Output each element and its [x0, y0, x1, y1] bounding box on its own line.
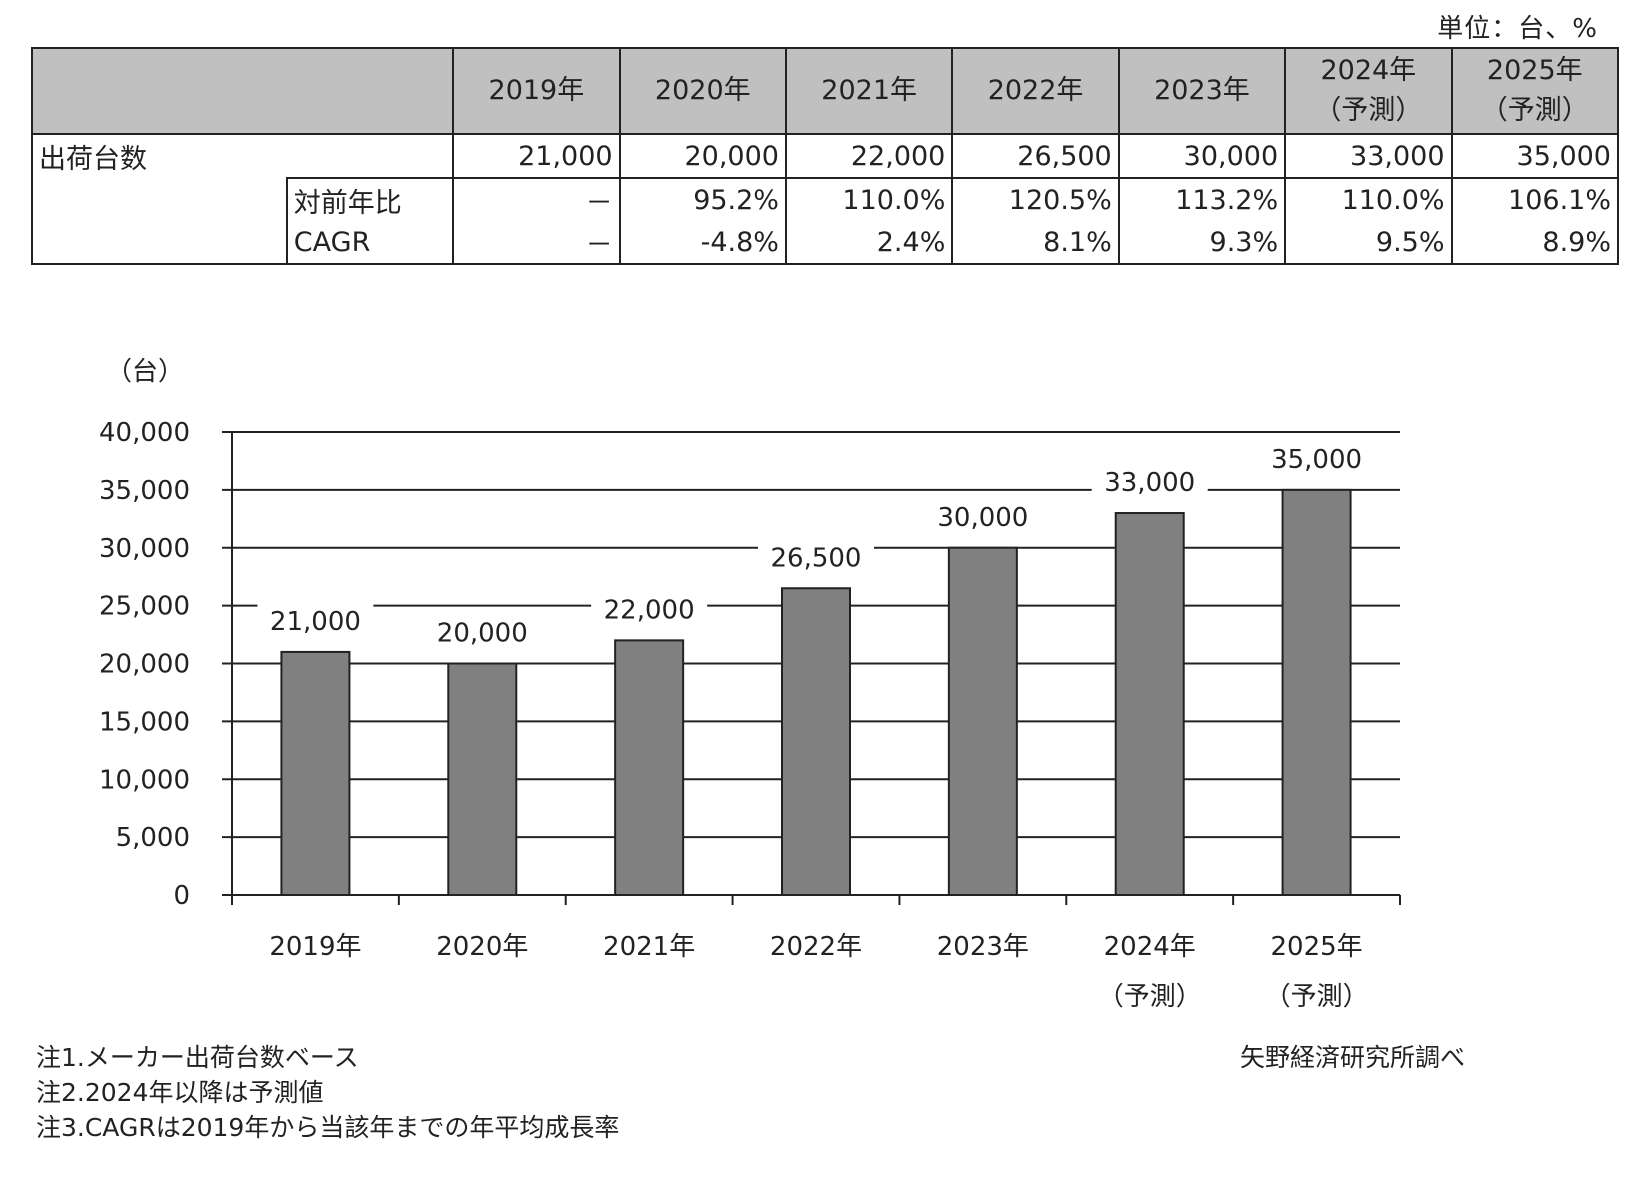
notes: 注1.メーカー出荷台数ベース 注2.2024年以降は予測値 注3.CAGRは20…	[36, 1040, 619, 1145]
data-table: 2019年 2020年 2021年 2022年 2023年 2024年 （予測） …	[30, 47, 1620, 265]
table-cell: 22,000	[784, 133, 954, 178]
table-cell: 30,000	[1117, 133, 1287, 178]
y-tick-label: 10,000	[99, 765, 190, 795]
x-tick-label: （予測）	[1098, 982, 1202, 1012]
table-cell: 95.2%	[618, 177, 787, 221]
y-tick-label: 25,000	[99, 592, 190, 622]
table-cell: 20,000	[618, 133, 787, 178]
note-1: 注1.メーカー出荷台数ベース	[36, 1043, 359, 1072]
bar	[280, 650, 351, 896]
table-corner-cell	[30, 47, 455, 135]
table-row: 出荷台数 21,000 20,000 22,000 26,500 30,000 …	[30, 133, 1620, 178]
bar	[1114, 512, 1185, 896]
bar	[1281, 488, 1352, 896]
data-label: 30,000	[937, 503, 1028, 533]
data-label: 33,000	[1104, 468, 1195, 498]
x-tick-label: 2019年	[269, 932, 361, 962]
table-cell: 21,000	[452, 133, 621, 178]
row-label-shipments: 出荷台数	[30, 133, 455, 178]
table-cell: 106.1%	[1450, 177, 1620, 221]
table-header-cell: 2025年 （予測）	[1450, 47, 1620, 135]
table-cell: 33,000	[1284, 133, 1453, 178]
row-label-cagr: CAGR	[285, 221, 455, 265]
table-cell: 110.0%	[1284, 177, 1453, 221]
y-tick-label: 20,000	[99, 650, 190, 680]
table-cell: －	[452, 177, 621, 221]
note-2: 注2.2024年以降は予測値	[36, 1078, 324, 1107]
table-header-cell: 2021年	[784, 47, 954, 135]
table-cell: －	[452, 221, 621, 265]
data-label-bg	[758, 540, 874, 575]
bar	[947, 546, 1018, 896]
data-label-bg	[1258, 441, 1375, 476]
row-label-blank	[31, 178, 288, 265]
y-tick-label: 15,000	[99, 707, 190, 737]
table-row: CAGR － -4.8% 2.4% 8.1% 9.3% 9.5% 8.9%	[32, 221, 1620, 265]
x-tick-label: （予測）	[1265, 982, 1369, 1012]
y-tick-label: 5,000	[116, 823, 190, 853]
table-row: 対前年比 － 95.2% 110.0% 120.5% 113.2% 110.0%…	[31, 177, 1620, 265]
data-label-bg	[257, 603, 374, 638]
data-label-bg	[424, 615, 541, 650]
y-tick-label: 0	[173, 881, 190, 911]
table-cell: 2.4%	[784, 221, 954, 265]
data-label: 26,500	[771, 543, 862, 573]
x-tick-label: 2025年	[1270, 932, 1362, 962]
table-header-cell: 2024年 （予測）	[1284, 47, 1453, 135]
y-tick-label: 30,000	[99, 534, 190, 564]
table-cell: 9.3%	[1117, 221, 1287, 265]
x-tick-label: 2021年	[603, 932, 695, 962]
table-cell: 35,000	[1450, 133, 1620, 178]
x-tick-label: 2024年	[1104, 932, 1196, 962]
data-label-bg	[1091, 465, 1208, 500]
unit-label: 単位：台、%	[1437, 14, 1598, 44]
y-axis-label: （台）	[106, 357, 184, 387]
table-cell: 120.5%	[951, 177, 1120, 221]
data-label: 22,000	[604, 595, 695, 625]
y-tick-label: 40,000	[99, 418, 190, 448]
note-3: 注3.CAGRは2019年から当該年までの年平均成長率	[36, 1113, 620, 1142]
source-credit: 矢野経済研究所調べ	[1240, 1043, 1466, 1072]
table-cell: 110.0%	[784, 177, 954, 221]
table-cell: -4.8%	[618, 221, 787, 265]
table-cell: 8.9%	[1450, 221, 1620, 265]
bar	[614, 639, 685, 896]
table-cell: 113.2%	[1117, 177, 1287, 221]
data-label: 35,000	[1271, 445, 1362, 475]
table-cell: 8.1%	[951, 221, 1120, 265]
data-label: 21,000	[270, 607, 361, 637]
data-label: 20,000	[437, 619, 528, 649]
table-header-row: 2019年 2020年 2021年 2022年 2023年 2024年 （予測） …	[30, 47, 1620, 135]
bar	[447, 662, 518, 896]
x-tick-label: 2022年	[770, 932, 862, 962]
table-header-cell: 2019年	[452, 47, 621, 135]
data-label-bg	[591, 592, 708, 627]
table-cell: 26,500	[951, 133, 1120, 178]
x-tick-label: 2020年	[436, 932, 528, 962]
bar-chart: （台） 0 5,000 10,000 15,000 20,000 25,000 30,000 3…	[99, 357, 1401, 1012]
table-header-cell: 2023年	[1117, 47, 1287, 135]
y-tick-label: 35,000	[99, 476, 190, 506]
table-header-cell: 2020年	[618, 47, 787, 135]
bar	[781, 587, 851, 896]
x-tick-label: 2023年	[937, 932, 1029, 962]
data-label-bg	[924, 499, 1041, 534]
table-cell: 9.5%	[1284, 221, 1453, 265]
table-header-cell: 2022年	[951, 47, 1120, 135]
row-label-yoy: 対前年比	[285, 177, 455, 221]
